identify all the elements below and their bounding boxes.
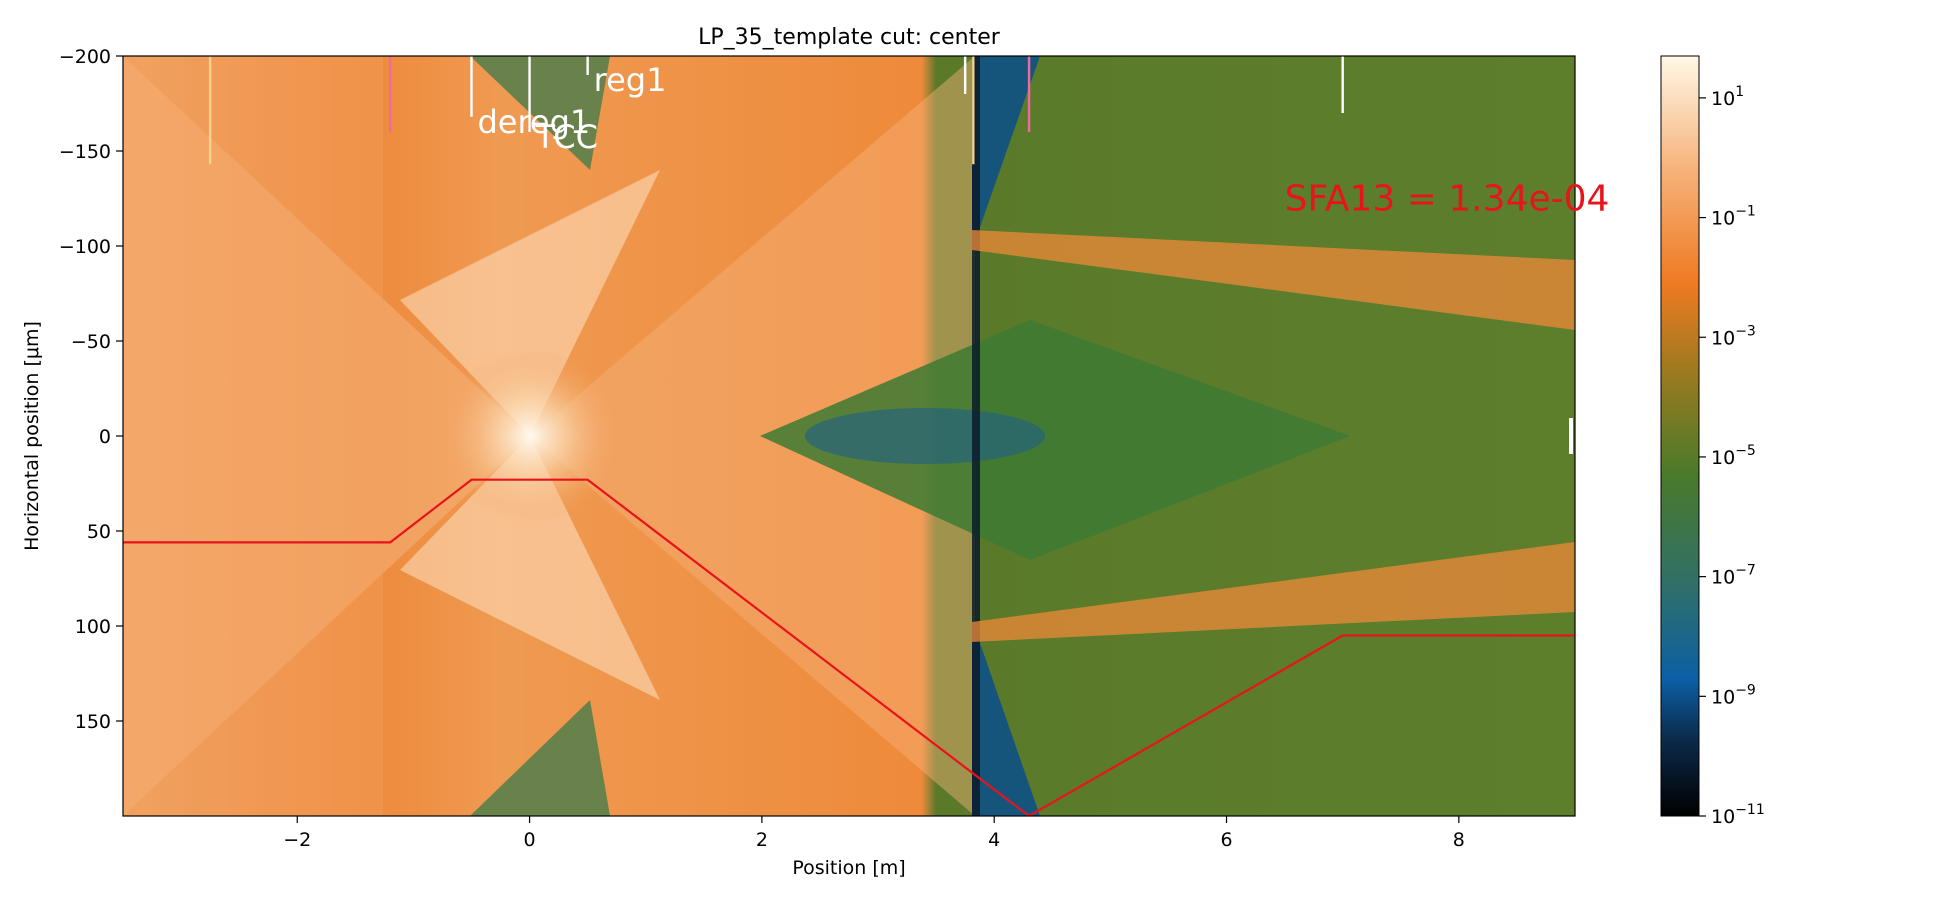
colorbar-tick-label: 10−5 xyxy=(1711,443,1756,469)
x-axis-label: Position [m] xyxy=(792,857,905,879)
colorbar-tick-label: 10−11 xyxy=(1711,802,1765,828)
low-intensity-diamond xyxy=(760,320,1350,560)
y-tick-label: −150 xyxy=(59,141,111,163)
beam-band-upper xyxy=(972,230,1575,330)
right-edge-marker xyxy=(1569,418,1573,454)
left-plateau xyxy=(123,56,383,816)
deep-blue-core xyxy=(805,408,1045,464)
colorbar-ticks: 101 10−1 10−3 10−5 10−7 10−9 10−11 xyxy=(1699,84,1765,828)
colorbar: 101 10−1 10−3 10−5 10−7 10−9 10−11 xyxy=(1660,55,1765,828)
x-tick-label: 8 xyxy=(1453,829,1465,851)
chart-title: LP_35_template cut: center xyxy=(698,25,1001,50)
slit-edge xyxy=(972,56,980,816)
shadow-left-top xyxy=(470,56,610,170)
beam-cone-right xyxy=(530,56,975,816)
y-axis: −200 −150 −100 −50 0 50 100 150 xyxy=(59,46,123,733)
beam-cone-left xyxy=(123,56,530,816)
x-tick-label: 2 xyxy=(756,829,768,851)
sfa-annotation: SFA13 = 1.34e-04 xyxy=(1285,179,1610,220)
colorbar-gradient xyxy=(1661,56,1699,816)
y-tick-label: −50 xyxy=(71,331,111,353)
edge-shadow-bottom xyxy=(972,620,1040,816)
y-tick-label: −200 xyxy=(59,46,111,68)
y-tick-label: 150 xyxy=(75,711,111,733)
y-axis-label: Horizontal position [μm] xyxy=(21,321,43,551)
shadow-left-bottom xyxy=(470,700,610,816)
y-tick-label: −100 xyxy=(59,236,111,258)
x-tick-label: 0 xyxy=(524,829,536,851)
colorbar-tick-label: 101 xyxy=(1711,84,1744,110)
x-tick-label: 6 xyxy=(1220,829,1232,851)
colorbar-tick-label: 10−9 xyxy=(1711,682,1756,708)
colorbar-tick-label: 10−7 xyxy=(1711,563,1756,589)
colorbar-tick-label: 10−3 xyxy=(1711,323,1756,349)
element-marker-label: TCC xyxy=(535,118,598,156)
y-tick-label: 50 xyxy=(87,521,111,543)
y-tick-label: 100 xyxy=(75,616,111,638)
edge-shadow-top xyxy=(972,56,1040,250)
element-marker-label: dereg1 xyxy=(477,103,590,141)
x-axis: −2 0 2 4 6 8 xyxy=(283,816,1465,851)
colorbar-tick-label: 10−1 xyxy=(1711,204,1756,230)
focus-glow xyxy=(440,346,620,526)
colorbar-frame xyxy=(1660,55,1700,817)
element-marker-label: reg1 xyxy=(594,61,667,99)
beam-band-lower xyxy=(972,542,1575,642)
series-line xyxy=(123,478,1575,816)
y-tick-label: 0 xyxy=(99,426,111,448)
x-tick-label: 4 xyxy=(988,829,1000,851)
x-tick-label: −2 xyxy=(283,829,311,851)
